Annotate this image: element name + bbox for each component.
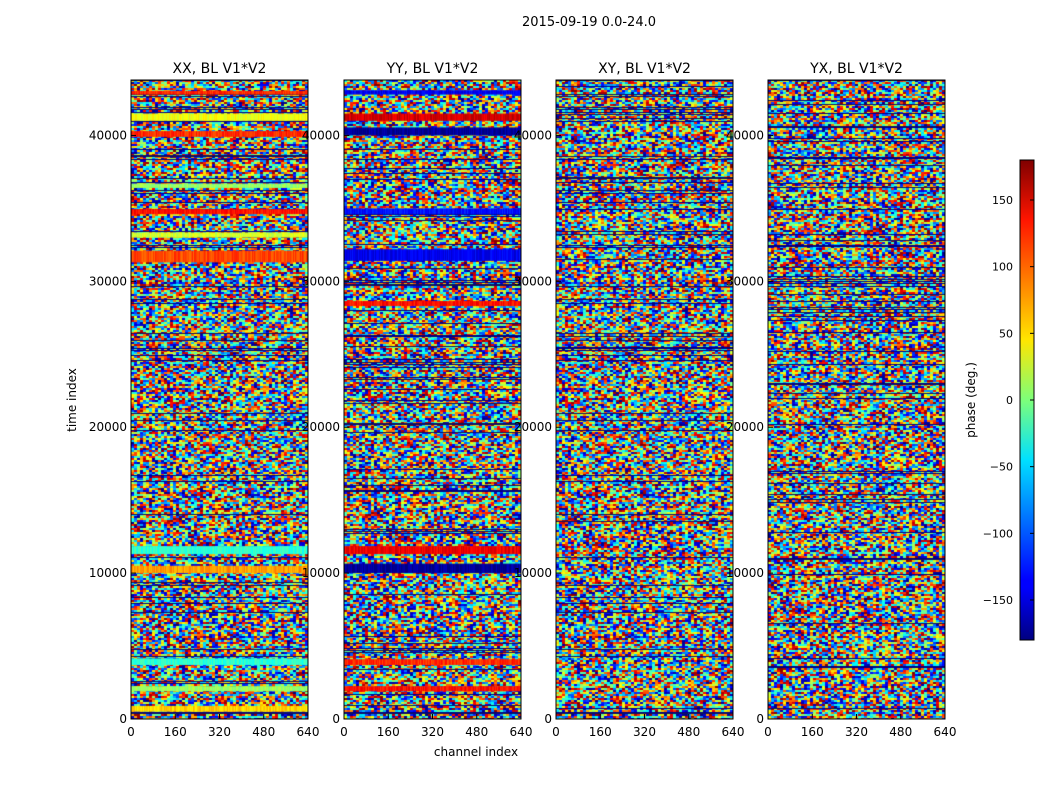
panel-1: XX, BL V1*V2 0 160 320 480 640 0 10000 20000 3000… [89, 61, 320, 739]
y-tick-label: 10000 [514, 566, 552, 580]
panel-2: YY, BL V1*V2 0 160 320 480 640 0 10000 20000 3000… [302, 61, 533, 739]
colorbar-tick-label: 150 [992, 194, 1013, 207]
x-tick-label: 640 [722, 725, 745, 739]
colorbar-tick-label: 0 [1006, 394, 1013, 407]
x-tick-label: 640 [510, 725, 533, 739]
phase-image [344, 80, 521, 719]
panel-title: YY, BL V1*V2 [386, 61, 479, 77]
y-tick-label: 30000 [514, 274, 552, 288]
y-tick-label: 10000 [302, 566, 340, 580]
y-tick-label: 20000 [302, 420, 340, 434]
figure-title: 2015-09-19 0.0-24.0 [522, 15, 656, 30]
colorbar-tick-label: −100 [983, 527, 1013, 540]
y-tick-label: 40000 [89, 128, 127, 142]
x-tick-label: 0 [552, 725, 560, 739]
y-tick-label: 0 [119, 712, 127, 726]
x-tick-label: 160 [164, 725, 187, 739]
phase-image-canvas [556, 80, 733, 719]
panel-title: XX, BL V1*V2 [173, 61, 267, 77]
x-axis-label: channel index [434, 745, 518, 759]
x-tick-label: 480 [889, 725, 912, 739]
panel-4: YX, BL V1*V2 0 160 320 480 640 0 10000 20000 3000… [726, 61, 957, 739]
colorbar-tick-label: 50 [999, 327, 1013, 340]
x-tick-label: 640 [934, 725, 957, 739]
colorbar-tick-label: 100 [992, 261, 1013, 274]
x-tick-label: 320 [421, 725, 444, 739]
x-tick-label: 640 [297, 725, 320, 739]
y-tick-label: 20000 [726, 420, 764, 434]
y-axis-label: time index [65, 368, 79, 432]
x-tick-label: 320 [208, 725, 231, 739]
colorbar-tick-label: −50 [990, 461, 1013, 474]
y-tick-label: 40000 [514, 128, 552, 142]
colorbar-tick-label: −150 [983, 594, 1013, 607]
y-tick-label: 0 [756, 712, 764, 726]
panel-3: XY, BL V1*V2 0 160 320 480 640 0 10000 20000 3000… [514, 61, 745, 739]
x-tick-label: 320 [633, 725, 656, 739]
y-tick-label: 10000 [726, 566, 764, 580]
y-tick-label: 40000 [302, 128, 340, 142]
x-tick-label: 480 [252, 725, 275, 739]
phase-image [556, 80, 733, 719]
y-tick-label: 10000 [89, 566, 127, 580]
x-tick-label: 480 [677, 725, 700, 739]
y-tick-label: 0 [332, 712, 340, 726]
y-tick-label: 30000 [726, 274, 764, 288]
x-tick-label: 0 [127, 725, 135, 739]
x-tick-label: 480 [465, 725, 488, 739]
y-tick-label: 30000 [302, 274, 340, 288]
phase-image [131, 80, 308, 719]
panel-title: XY, BL V1*V2 [598, 61, 691, 77]
colorbar: 150 100 50 0 −50 −100 −150 phase (deg.) [964, 159, 1035, 641]
x-tick-label: 0 [340, 725, 348, 739]
x-tick-label: 320 [845, 725, 868, 739]
x-tick-label: 160 [589, 725, 612, 739]
panel-title: YX, BL V1*V2 [809, 61, 903, 77]
x-tick-label: 0 [764, 725, 772, 739]
colorbar-label: phase (deg.) [964, 362, 978, 438]
x-tick-label: 160 [377, 725, 400, 739]
y-tick-label: 20000 [514, 420, 552, 434]
phase-image-canvas [768, 80, 945, 719]
x-tick-label: 160 [801, 725, 824, 739]
y-tick-label: 30000 [89, 274, 127, 288]
y-tick-label: 0 [544, 712, 552, 726]
phase-image [768, 80, 945, 719]
phase-image-canvas [131, 80, 308, 719]
y-tick-label: 40000 [726, 128, 764, 142]
phase-image-canvas [344, 80, 521, 719]
y-tick-label: 20000 [89, 420, 127, 434]
